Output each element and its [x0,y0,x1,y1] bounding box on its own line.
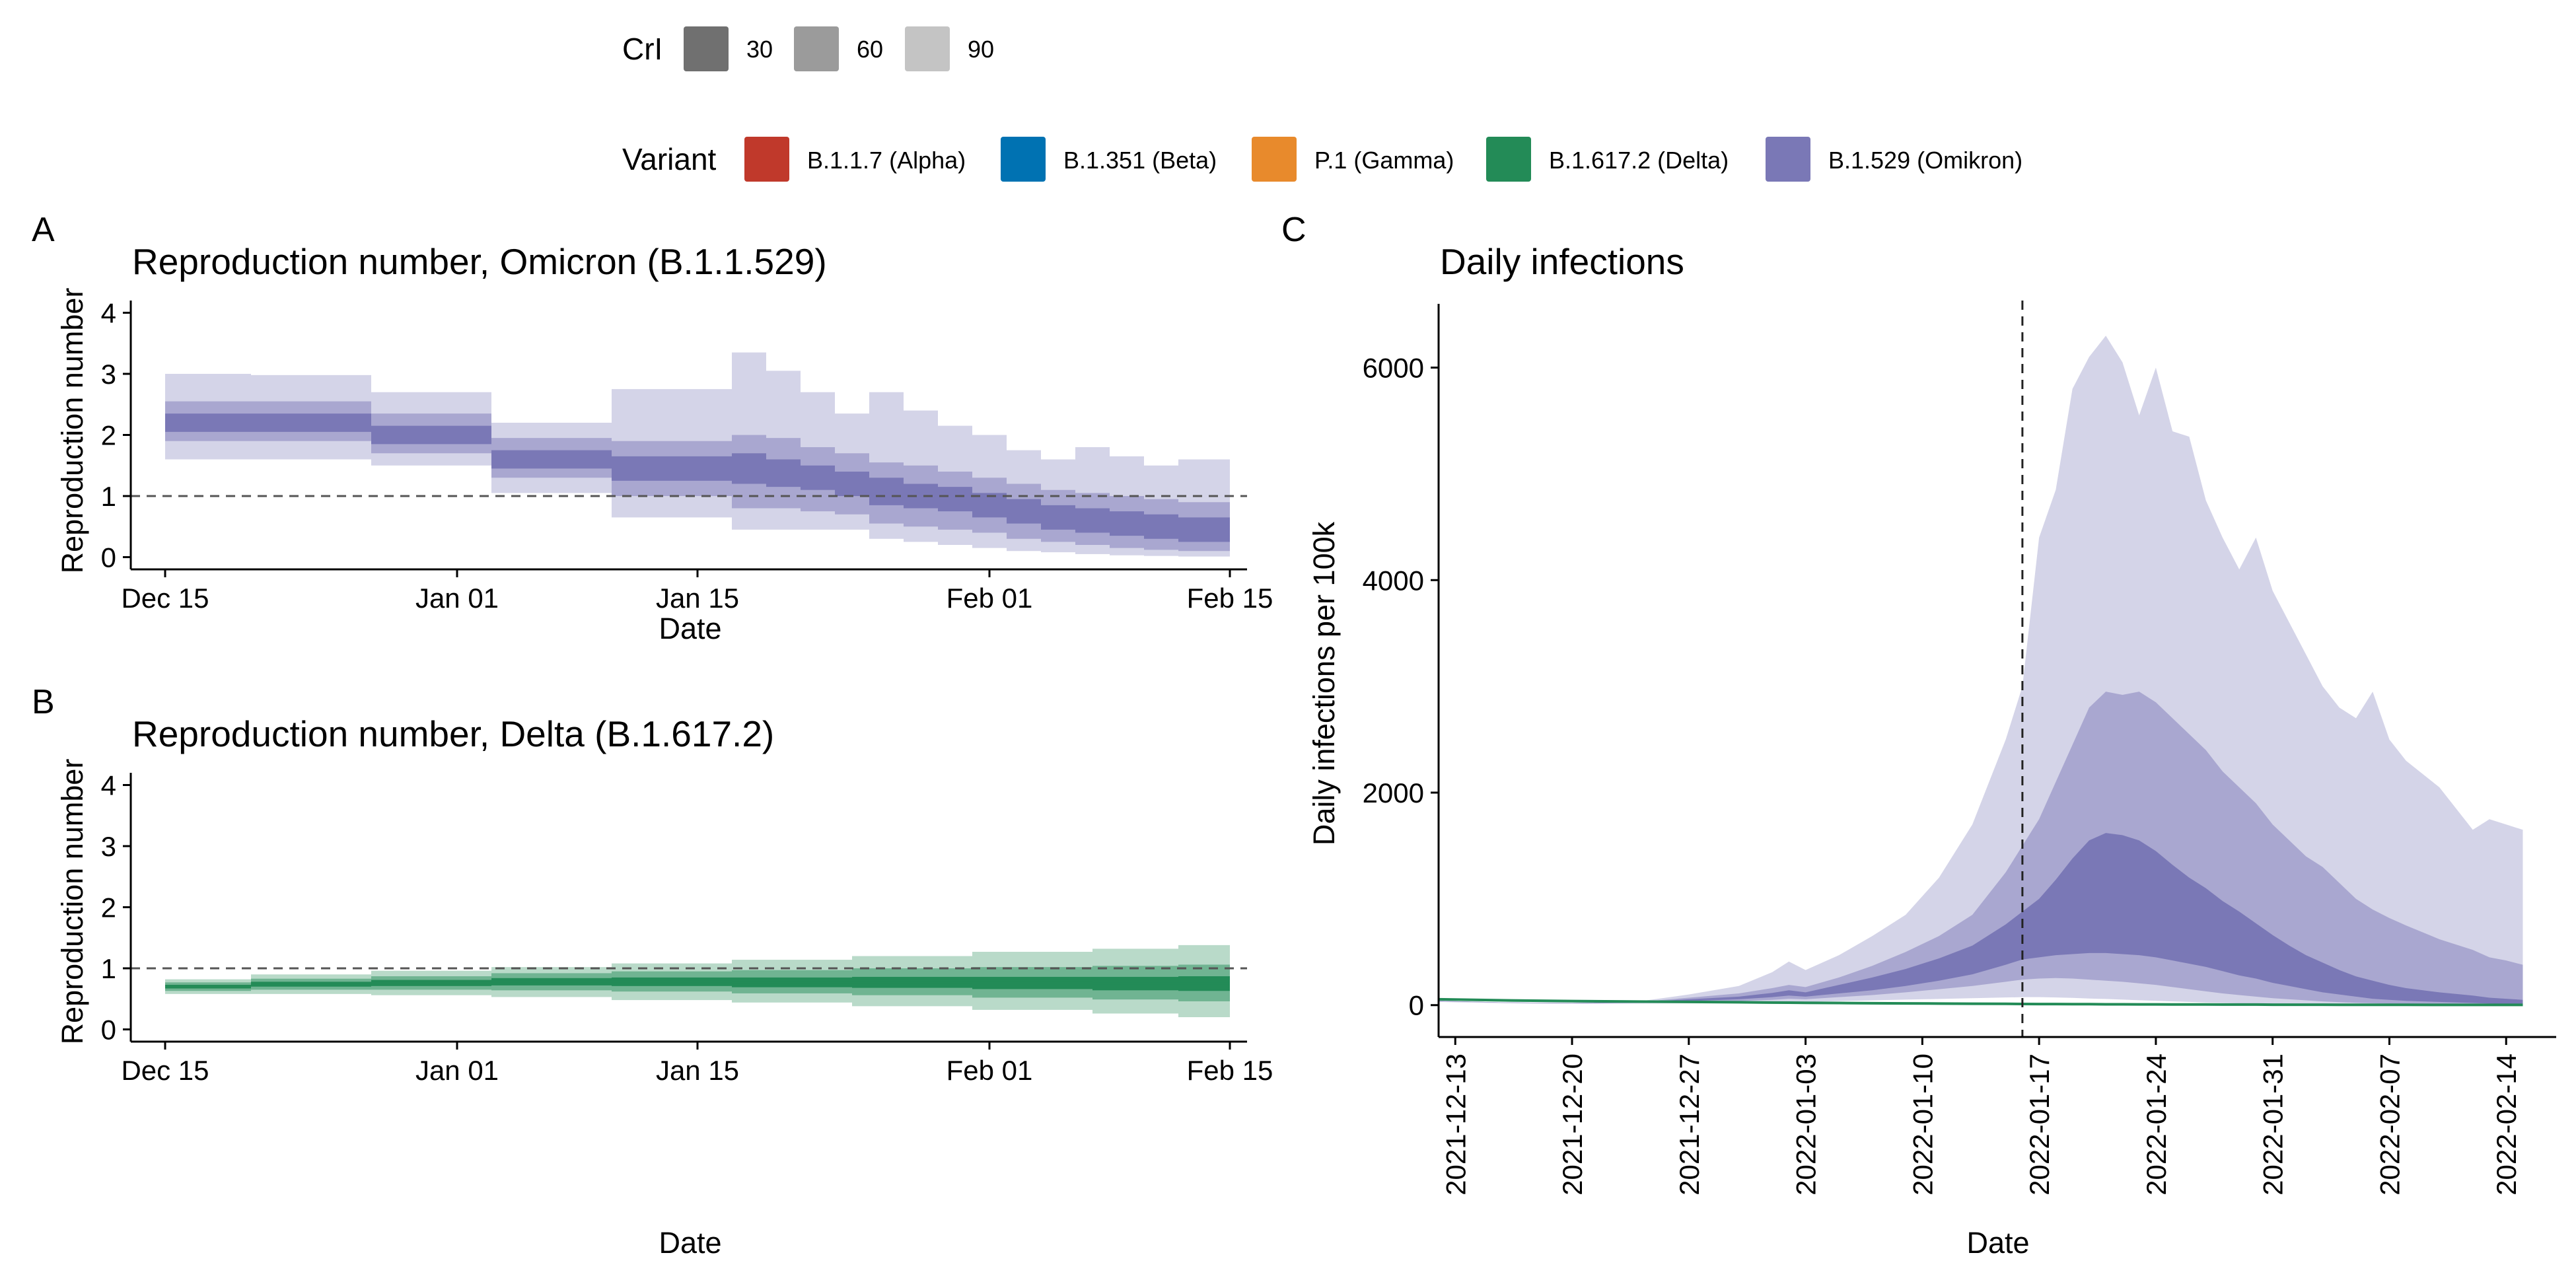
cri-label-30: 30 [746,36,773,63]
cri-legend: CrI 30 60 90 [622,26,994,71]
panel-b-title: Reproduction number, Delta (B.1.617.2) [132,713,774,754]
omicron-ci30-ribbon [1439,833,2523,1005]
panel-c-xtick-label-2: 2021-12-27 [1674,1054,1705,1196]
panel-b-ytick-label-0: 0 [101,1015,116,1046]
panel-a-xlabel: Date [659,612,721,645]
cri-legend-title: CrI [622,32,662,66]
panel-c-title: Daily infections [1440,241,1684,282]
chart-a-plot: 0 1 2 3 4 Dec 15 Jan 01 Jan 15 Feb 01 Feb 15 [101,298,1273,614]
panel-a-ytick-label-1: 1 [101,481,116,512]
panel-b-xtick-label-4: Feb 15 [1187,1055,1273,1086]
panel-a-title: Reproduction number, Omicron (B.1.1.529) [132,241,827,282]
variant-legend-title: Variant [622,142,717,176]
panel-b-xtick-label-2: Jan 15 [656,1055,739,1086]
panel-b-ylabel: Reproduction number [55,759,89,1045]
chart-b-plot: 0 1 2 3 4 Dec 15 Jan 01 Jan 15 Feb 01 Feb 15 [101,770,1273,1087]
cri-label-90: 90 [968,36,994,63]
variant-label-beta: B.1.351 (Beta) [1063,147,1217,174]
panel-c-xtick-label-6: 2022-01-24 [2141,1054,2172,1196]
variant-swatch-alpha [744,137,789,182]
panel-a-ytick-label-3: 3 [101,359,116,390]
panel-a-xtick-label-2: Jan 15 [656,583,739,614]
panel-c-letter: C [1281,211,1306,249]
panel-c-ytick-label-6000: 6000 [1363,353,1424,384]
variant-label-omicron: B.1.529 (Omikron) [1828,147,2022,174]
panel-a-ytick-label-2: 2 [101,420,116,451]
panel-b-xtick-label-1: Jan 01 [415,1055,499,1086]
panel-c-xtick-label-0: 2021-12-13 [1440,1054,1471,1196]
panel-c-xtick-label-7: 2022-01-31 [2258,1054,2289,1196]
panel-a-xtick-label-3: Feb 01 [947,583,1033,614]
panel-c-xtick-label-9: 2022-02-14 [2491,1054,2522,1196]
panel-c-xtick-label-8: 2022-02-07 [2374,1054,2405,1196]
cri-swatch-30 [684,26,729,71]
panel-a-ytick-label-4: 4 [101,298,116,329]
panel-c-ytick-label-4000: 4000 [1363,565,1424,596]
panel-b-letter: B [32,683,55,721]
panel-b-ytick-label-3: 3 [101,831,116,862]
panel-a-ci30-band-6 [766,459,801,487]
cri-swatch-90 [905,26,950,71]
variant-swatch-beta [1001,137,1046,182]
chart-c-plot: 0 2000 4000 6000 2021-12-13 2021-12-20 2021-12… [1363,301,2556,1196]
panel-b-ytick-label-2: 2 [101,892,116,923]
panel-c-xlabel: Date [1966,1226,2029,1260]
panel-c-xtick-label-4: 2022-01-10 [1907,1054,1938,1196]
panel-c-xtick-label-1: 2021-12-20 [1557,1054,1588,1196]
panel-a-ci30-band-9 [869,478,904,505]
variant-label-alpha: B.1.1.7 (Alpha) [807,147,966,174]
panel-b-xlabel: Date [659,1226,721,1260]
variant-label-gamma: P.1 (Gamma) [1314,147,1454,174]
panel-a-letter: A [32,211,55,249]
panel-a-xtick-label-0: Dec 15 [121,583,209,614]
variant-label-delta: B.1.617.2 (Delta) [1549,147,1729,174]
panel-a-xtick-label-1: Jan 01 [415,583,499,614]
panel-a-xtick-label-4: Feb 15 [1187,583,1273,614]
panel-c-ytick-label-0: 0 [1409,990,1424,1021]
cri-label-60: 60 [857,36,883,63]
panel-a-ylabel: Reproduction number [55,288,89,574]
panel-c-ytick-label-2000: 2000 [1363,777,1424,808]
panel-c-ylabel: Daily infections per 100k [1307,521,1341,845]
panel-c-xtick-label-3: 2022-01-03 [1791,1054,1822,1196]
panel-b-ytick-label-4: 4 [101,770,116,801]
panel-a-ytick-label-0: 0 [101,542,116,573]
panel-b-ytick-label-1: 1 [101,953,116,984]
variant-legend: Variant B.1.1.7 (Alpha) B.1.351 (Beta) P… [622,137,2022,182]
cri-swatch-60 [794,26,839,71]
variant-swatch-gamma [1252,137,1297,182]
delta-median-line [1438,997,2523,1007]
variant-swatch-delta [1486,137,1531,182]
variant-swatch-omicron [1766,137,1810,182]
panel-b-xtick-label-0: Dec 15 [121,1055,209,1086]
panel-c-xtick-label-5: 2022-01-17 [2024,1054,2055,1196]
panel-b-xtick-label-3: Feb 01 [947,1055,1033,1086]
